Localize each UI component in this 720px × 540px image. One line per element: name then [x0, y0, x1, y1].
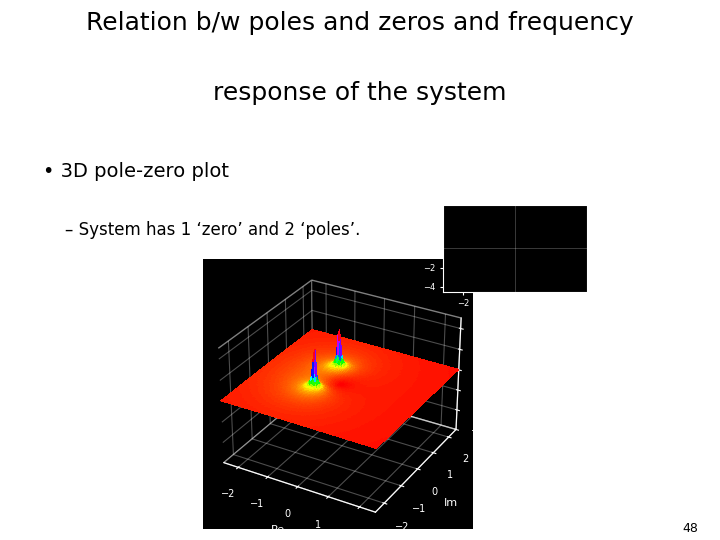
Text: – System has 1 ‘zero’ and 2 ‘poles’.: – System has 1 ‘zero’ and 2 ‘poles’. [65, 221, 360, 239]
X-axis label: Re: Re [271, 525, 284, 535]
Text: response of the system: response of the system [213, 81, 507, 105]
Y-axis label: Im: Im [444, 498, 458, 508]
Text: • 3D pole-zero plot: • 3D pole-zero plot [43, 162, 229, 181]
Text: Relation b/w poles and zeros and frequency: Relation b/w poles and zeros and frequen… [86, 11, 634, 35]
Text: 48: 48 [683, 522, 698, 535]
